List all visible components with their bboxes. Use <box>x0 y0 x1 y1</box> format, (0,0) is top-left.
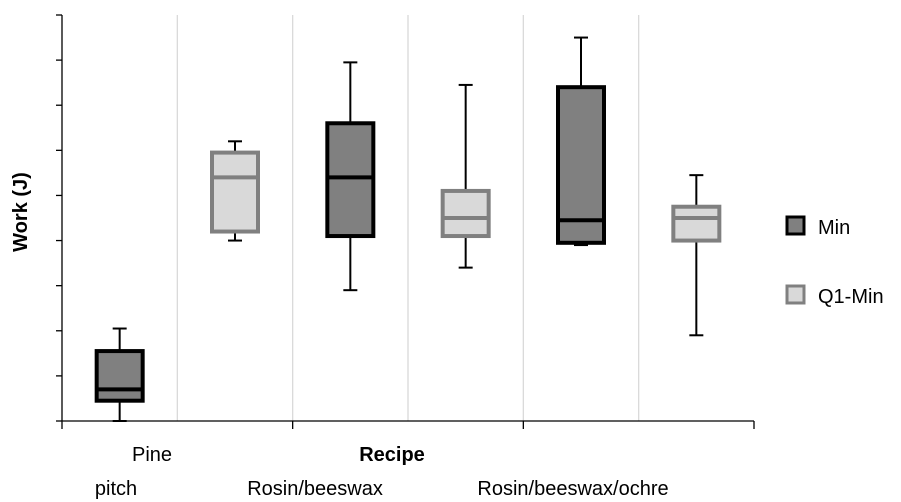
box-q1-min <box>210 140 260 242</box>
y-axis-title: Work (J) <box>10 172 32 252</box>
x-tick-label: Pine <box>132 444 172 466</box>
x-tick-labels: Pine pitch Rosin/beeswax Rosin/beeswax/ochr… <box>95 444 669 500</box>
box-min <box>94 327 145 422</box>
iqr-box <box>440 188 491 239</box>
iqr-box <box>556 85 606 245</box>
iqr-box <box>671 204 722 243</box>
axes <box>61 15 754 422</box>
y-ticks <box>56 14 62 422</box>
legend: Min Q1-Min <box>785 215 884 308</box>
iqr-box <box>325 121 376 239</box>
legend-label-q1-min: Q1-Min <box>818 286 884 308</box>
gridlines <box>176 15 640 421</box>
x-axis-title: Recipe <box>359 444 425 466</box>
legend-label-min: Min <box>818 217 850 239</box>
box-min <box>556 36 606 247</box>
legend-swatch-q1-min <box>785 284 806 305</box>
box-q1-min <box>440 83 491 269</box>
box-min <box>325 61 376 292</box>
x-tick-label: pitch <box>95 478 137 500</box>
iqr-box <box>210 150 260 234</box>
x-ticks <box>61 421 755 429</box>
x-tick-label: Rosin/beeswax/ochre <box>477 478 668 500</box>
box-series <box>94 36 722 422</box>
x-tick-label: Rosin/beeswax <box>247 478 383 500</box>
iqr-box <box>94 349 145 403</box>
box-q1-min <box>671 174 722 337</box>
legend-swatch-min <box>785 215 806 236</box>
